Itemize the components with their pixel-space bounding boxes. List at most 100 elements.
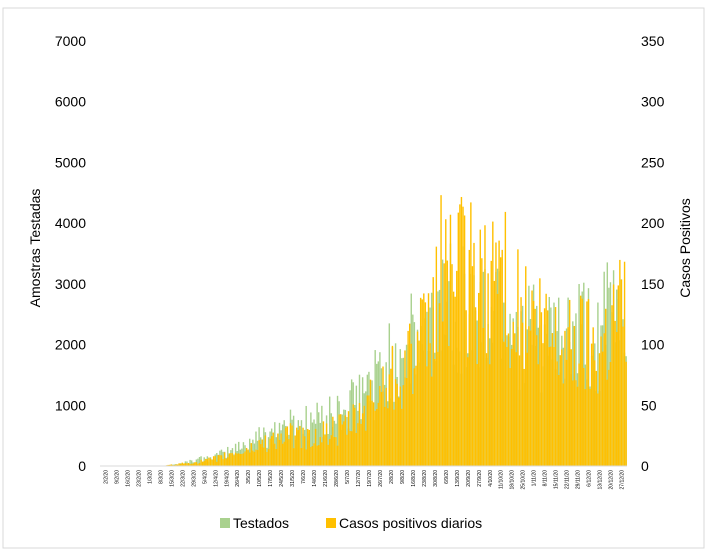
- legend-label-casos: Casos positivos diarios: [339, 515, 482, 531]
- bar: [202, 462, 203, 466]
- x-tick-label: 27/12/20: [620, 470, 626, 490]
- y2-tick-label: 200: [641, 215, 665, 231]
- bar: [566, 360, 567, 466]
- x-tick-label: 11/10/20: [499, 470, 505, 489]
- bar: [536, 335, 537, 466]
- bar: [390, 369, 391, 466]
- x-tick-label: 10/5/20: [257, 470, 263, 487]
- bar: [611, 305, 612, 466]
- bar: [549, 347, 550, 466]
- bar: [373, 402, 374, 466]
- bar: [249, 453, 250, 466]
- bar: [616, 332, 617, 466]
- x-tick-label: 20/9/20: [466, 470, 472, 487]
- bar: [414, 368, 415, 466]
- bar: [230, 453, 231, 466]
- bar: [520, 297, 521, 466]
- bar: [450, 215, 451, 466]
- bar: [310, 447, 311, 466]
- bar: [596, 371, 597, 466]
- bar: [600, 336, 601, 466]
- bar: [506, 347, 507, 466]
- bar: [207, 459, 208, 466]
- x-tick-label: 1/3/20: [147, 470, 153, 484]
- bar: [285, 428, 286, 466]
- bar: [271, 436, 272, 466]
- bar: [396, 384, 397, 466]
- bar: [378, 403, 379, 466]
- bar: [425, 302, 426, 466]
- bar: [583, 368, 584, 466]
- bar: [224, 452, 225, 466]
- bar: [605, 309, 606, 466]
- bar: [254, 452, 255, 466]
- x-tick-label: 7/6/20: [301, 470, 307, 484]
- bar: [422, 299, 423, 466]
- bar: [472, 266, 473, 466]
- bar: [417, 332, 418, 466]
- bar: [451, 264, 452, 466]
- bar: [400, 387, 401, 466]
- bar: [624, 262, 625, 466]
- bar: [232, 453, 233, 466]
- bar: [200, 460, 201, 466]
- bar: [586, 301, 587, 466]
- x-tick-label: 12/7/20: [356, 470, 362, 487]
- legend-swatch-casos: [326, 518, 336, 528]
- bar: [354, 408, 355, 466]
- bar: [492, 222, 493, 466]
- bar: [491, 261, 492, 466]
- bar: [418, 341, 419, 466]
- legend-swatch-testados: [220, 518, 230, 528]
- bar: [555, 307, 556, 466]
- bar: [614, 321, 615, 466]
- bar: [610, 362, 611, 466]
- bar: [597, 393, 598, 466]
- bar: [221, 455, 222, 466]
- x-tick-label: 18/10/20: [510, 470, 516, 490]
- bar: [357, 423, 358, 466]
- bar: [580, 296, 581, 466]
- bar: [398, 398, 399, 466]
- bar: [406, 378, 407, 466]
- x-tick-label: 23/2/20: [136, 470, 142, 487]
- bar: [494, 281, 495, 466]
- bar: [294, 436, 295, 467]
- x-tick-label: 30/8/20: [433, 470, 439, 487]
- bar: [585, 389, 586, 466]
- bar: [541, 312, 542, 466]
- bar: [371, 401, 372, 466]
- x-tick-label: 12/4/20: [213, 470, 219, 487]
- bar: [367, 395, 368, 466]
- bar: [542, 343, 543, 466]
- bar: [265, 435, 266, 466]
- bar: [594, 360, 595, 466]
- bar: [480, 230, 481, 466]
- bar: [447, 261, 448, 466]
- bar: [274, 444, 275, 466]
- bar: [592, 327, 593, 466]
- bar: [213, 456, 214, 466]
- bar: [379, 386, 380, 466]
- bar: [284, 442, 285, 466]
- bar: [412, 394, 413, 466]
- x-tick-label: 16/2/20: [125, 470, 131, 487]
- y-tick-label: 5000: [55, 154, 86, 170]
- bar: [307, 429, 308, 466]
- bar: [288, 439, 289, 466]
- bar: [544, 308, 545, 466]
- bar: [368, 395, 369, 466]
- x-tick-label: 26/4/20: [235, 470, 241, 487]
- bar: [453, 292, 454, 466]
- x-tick-label: 14/6/20: [312, 470, 318, 487]
- bar: [618, 285, 619, 466]
- bar: [287, 426, 288, 466]
- bar: [327, 445, 328, 466]
- bar: [296, 428, 297, 466]
- bar: [257, 450, 258, 466]
- bar: [534, 309, 535, 466]
- bar: [346, 435, 347, 466]
- x-tick-label: 22/11/20: [565, 470, 571, 489]
- bar: [374, 411, 375, 466]
- bar: [251, 443, 252, 466]
